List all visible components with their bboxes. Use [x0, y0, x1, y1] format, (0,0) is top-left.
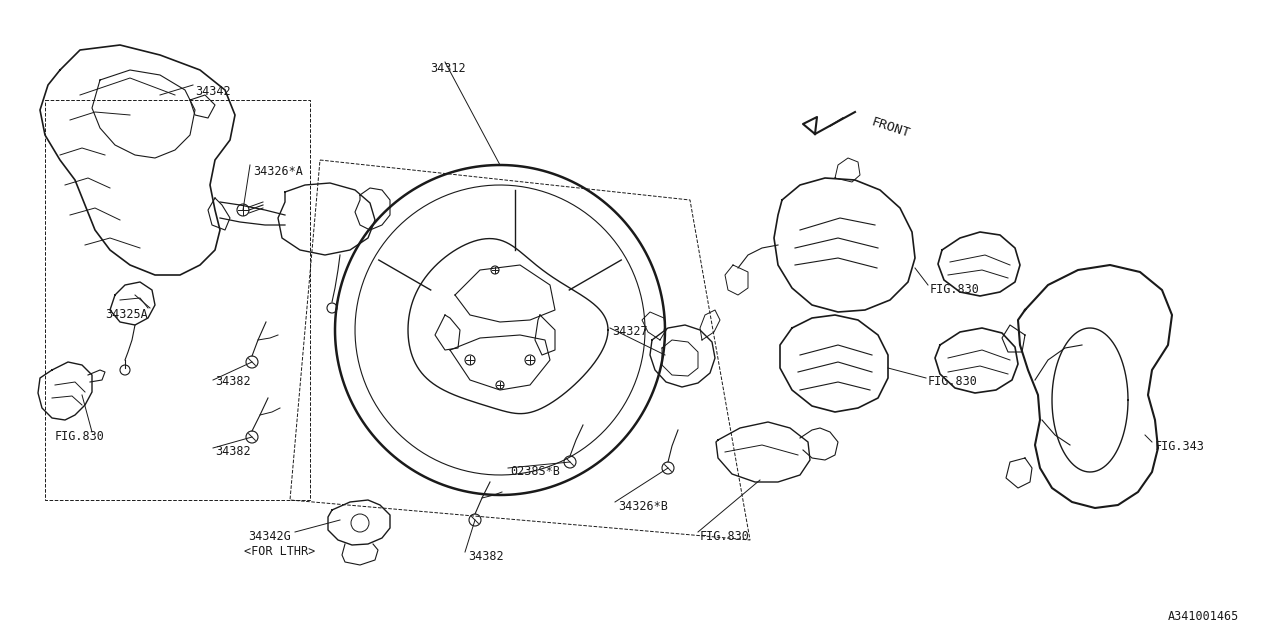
Text: FIG.830: FIG.830: [55, 430, 105, 443]
Text: FIG.830: FIG.830: [928, 375, 978, 388]
Text: FIG.830: FIG.830: [700, 530, 750, 543]
Text: <FOR LTHR>: <FOR LTHR>: [244, 545, 315, 558]
Text: 34342: 34342: [195, 85, 230, 98]
Text: 0238S*B: 0238S*B: [509, 465, 559, 478]
Text: 34312: 34312: [430, 62, 466, 75]
Text: 34382: 34382: [468, 550, 503, 563]
Text: 34342G: 34342G: [248, 530, 291, 543]
Text: 34327: 34327: [612, 325, 648, 338]
Text: 34325A: 34325A: [105, 308, 147, 321]
Text: FIG.343: FIG.343: [1155, 440, 1204, 453]
Text: A341001465: A341001465: [1169, 610, 1239, 623]
Text: 34382: 34382: [215, 375, 251, 388]
Text: 34326*B: 34326*B: [618, 500, 668, 513]
Text: 34326*A: 34326*A: [253, 165, 303, 178]
Text: FIG.830: FIG.830: [931, 283, 980, 296]
Text: FRONT: FRONT: [870, 115, 913, 140]
Text: 34382: 34382: [215, 445, 251, 458]
